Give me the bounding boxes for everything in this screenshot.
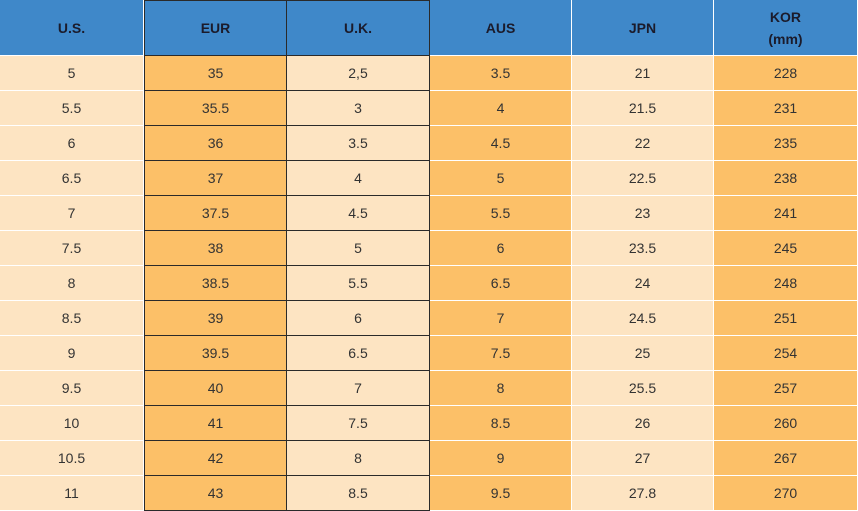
table-cell: 248 bbox=[714, 266, 858, 301]
table-cell: 7.5 bbox=[430, 336, 572, 371]
table-cell: 3 bbox=[287, 91, 430, 126]
table-cell: 26 bbox=[572, 406, 714, 441]
table-cell: 3.5 bbox=[430, 56, 572, 91]
table-cell: 9.5 bbox=[0, 371, 144, 406]
table-cell: 8 bbox=[287, 441, 430, 476]
table-cell: 241 bbox=[714, 196, 858, 231]
table-cell: 42 bbox=[144, 441, 287, 476]
header-cell: EUR bbox=[144, 0, 287, 56]
table-cell: 3.5 bbox=[287, 126, 430, 161]
table-cell: 4.5 bbox=[430, 126, 572, 161]
table-cell: 4.5 bbox=[287, 196, 430, 231]
header-cell: AUS bbox=[430, 0, 572, 56]
table-cell: 7 bbox=[430, 301, 572, 336]
table-cell: 2,5 bbox=[287, 56, 430, 91]
table-cell: 228 bbox=[714, 56, 858, 91]
table-cell: 8.5 bbox=[430, 406, 572, 441]
table-cell: 7.5 bbox=[287, 406, 430, 441]
table-cell: 4 bbox=[430, 91, 572, 126]
table-cell: 23.5 bbox=[572, 231, 714, 266]
table-cell: 6 bbox=[0, 126, 144, 161]
header-cell: JPN bbox=[572, 0, 714, 56]
table-cell: 8.5 bbox=[287, 476, 430, 511]
table-cell: 231 bbox=[714, 91, 858, 126]
table-cell: 24.5 bbox=[572, 301, 714, 336]
table-cell: 235 bbox=[714, 126, 858, 161]
table-cell: 7 bbox=[0, 196, 144, 231]
table-cell: 22 bbox=[572, 126, 714, 161]
table-cell: 5 bbox=[430, 161, 572, 196]
table-cell: 5.5 bbox=[287, 266, 430, 301]
table-cell: 6 bbox=[430, 231, 572, 266]
table-cell: 8.5 bbox=[0, 301, 144, 336]
table-cell: 4 bbox=[287, 161, 430, 196]
table-cell: 37 bbox=[144, 161, 287, 196]
table-cell: 6.5 bbox=[0, 161, 144, 196]
table-cell: 27.8 bbox=[572, 476, 714, 511]
table-cell: 11 bbox=[0, 476, 144, 511]
table-cell: 22.5 bbox=[572, 161, 714, 196]
table-cell: 238 bbox=[714, 161, 858, 196]
table-cell: 43 bbox=[144, 476, 287, 511]
table-cell: 24 bbox=[572, 266, 714, 301]
table-cell: 6.5 bbox=[287, 336, 430, 371]
table-cell: 35.5 bbox=[144, 91, 287, 126]
header-cell: KOR (mm) bbox=[714, 0, 858, 56]
table-cell: 25.5 bbox=[572, 371, 714, 406]
table-cell: 38 bbox=[144, 231, 287, 266]
table-cell: 23 bbox=[572, 196, 714, 231]
table-cell: 6 bbox=[287, 301, 430, 336]
table-cell: 37.5 bbox=[144, 196, 287, 231]
table-cell: 254 bbox=[714, 336, 858, 371]
table-cell: 251 bbox=[714, 301, 858, 336]
table-cell: 27 bbox=[572, 441, 714, 476]
table-cell: 8 bbox=[430, 371, 572, 406]
table-cell: 21.5 bbox=[572, 91, 714, 126]
table-cell: 9 bbox=[430, 441, 572, 476]
table-cell: 9.5 bbox=[430, 476, 572, 511]
table-cell: 36 bbox=[144, 126, 287, 161]
table-cell: 40 bbox=[144, 371, 287, 406]
table-cell: 6.5 bbox=[430, 266, 572, 301]
table-cell: 5 bbox=[287, 231, 430, 266]
table-cell: 267 bbox=[714, 441, 858, 476]
table-cell: 41 bbox=[144, 406, 287, 441]
table-cell: 8 bbox=[0, 266, 144, 301]
table-cell: 257 bbox=[714, 371, 858, 406]
table-cell: 10 bbox=[0, 406, 144, 441]
header-cell: U.S. bbox=[0, 0, 144, 56]
table-cell: 260 bbox=[714, 406, 858, 441]
table-cell: 270 bbox=[714, 476, 858, 511]
table-cell: 39 bbox=[144, 301, 287, 336]
table-cell: 38.5 bbox=[144, 266, 287, 301]
table-cell: 21 bbox=[572, 56, 714, 91]
table-cell: 10.5 bbox=[0, 441, 144, 476]
table-cell: 5 bbox=[0, 56, 144, 91]
table-cell: 35 bbox=[144, 56, 287, 91]
table-cell: 7 bbox=[287, 371, 430, 406]
table-cell: 25 bbox=[572, 336, 714, 371]
table-cell: 39.5 bbox=[144, 336, 287, 371]
table-cell: 7.5 bbox=[0, 231, 144, 266]
table-cell: 5.5 bbox=[0, 91, 144, 126]
table-cell: 5.5 bbox=[430, 196, 572, 231]
table-cell: 245 bbox=[714, 231, 858, 266]
header-cell: U.K. bbox=[287, 0, 430, 56]
table-cell: 9 bbox=[0, 336, 144, 371]
